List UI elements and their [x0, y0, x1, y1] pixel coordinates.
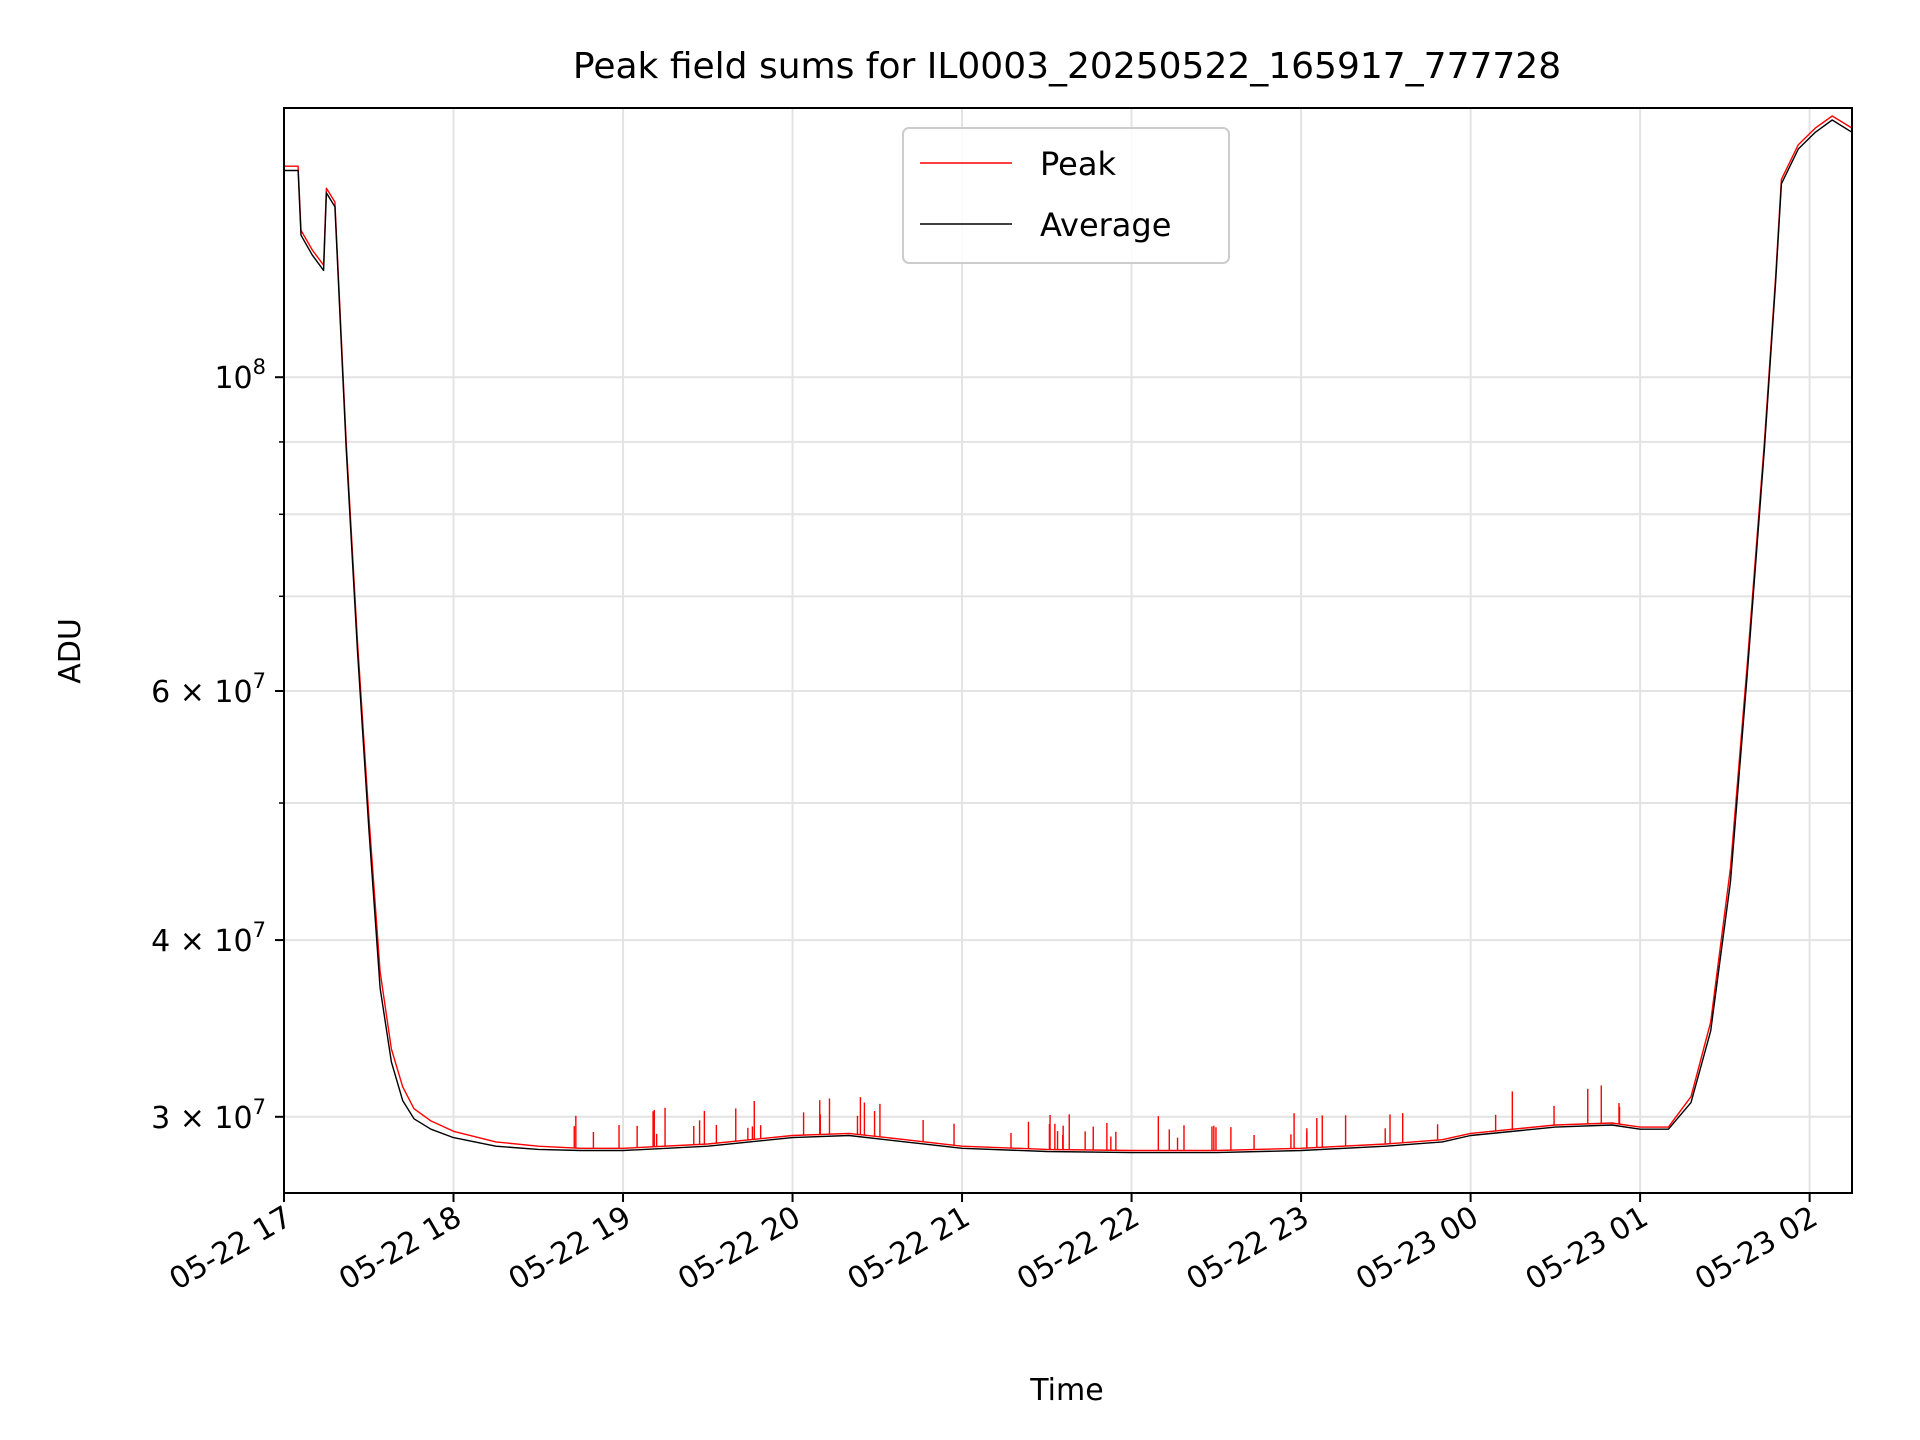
y-tick-label: 3 × 107 — [151, 1095, 266, 1136]
y-tick-label: 4 × 107 — [151, 918, 266, 959]
y-axis-ticks: 108 6 × 107 4 × 107 3 × 107 — [151, 355, 284, 1136]
plot-area-frame — [283, 107, 1853, 1194]
x-axis-label: Time — [1029, 1373, 1103, 1408]
legend-label-average: Average — [1040, 206, 1171, 244]
legend-box — [902, 127, 1230, 264]
y-axis-label: ADU — [53, 618, 88, 684]
grid-layer — [283, 108, 1852, 1193]
y-tick-label: 6 × 107 — [151, 669, 266, 710]
peak-spikes — [573, 1085, 1621, 1151]
legend-label-peak: Peak — [1040, 145, 1116, 183]
legend: Peak Average — [902, 127, 1230, 264]
chart-title: Peak field sums for IL0003_20250522_1659… — [573, 46, 1561, 87]
series-layer — [284, 115, 1852, 1154]
series-line-average — [284, 119, 1852, 1154]
y-tick-label: 108 — [214, 355, 266, 396]
